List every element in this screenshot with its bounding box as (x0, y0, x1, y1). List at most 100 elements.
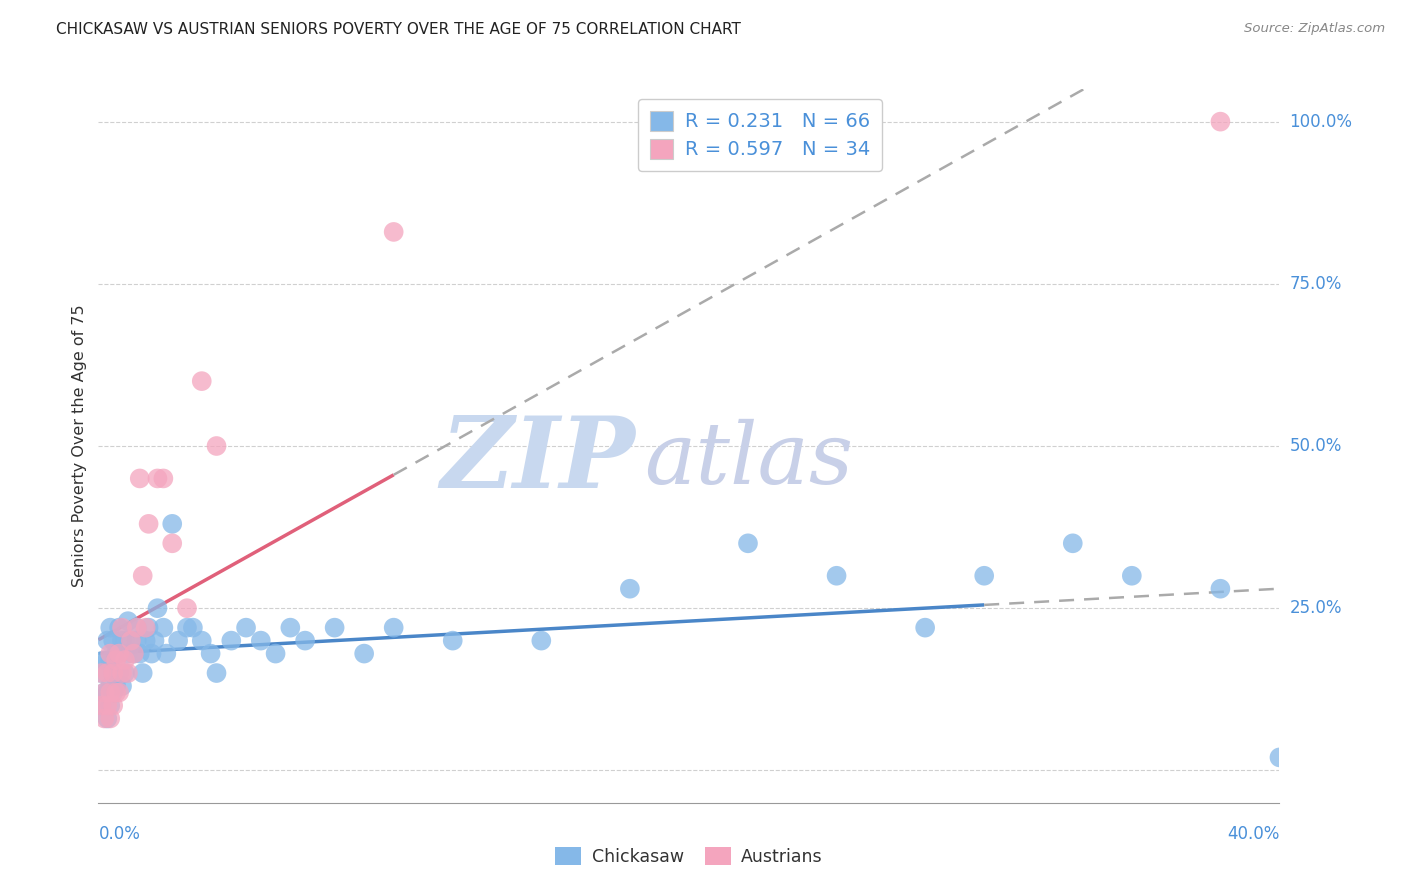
Point (135, 633, 157, 648)
Point (117, 614, 139, 628)
Point (108, 647, 131, 661)
Point (264, 647, 287, 661)
Point (98, 685, 121, 699)
Point (103, 698, 125, 713)
Point (96, 653, 118, 667)
Point (219, 633, 242, 648)
Point (128, 471, 150, 485)
Point (162, 536, 183, 550)
Point (122, 647, 145, 661)
Point (103, 633, 125, 648)
Point (90, 666, 112, 681)
Point (105, 647, 128, 661)
Point (155, 647, 177, 661)
Point (103, 666, 125, 681)
Point (205, 439, 228, 453)
Point (96, 666, 118, 681)
Point (98, 679, 121, 693)
Point (176, 621, 198, 635)
Point (132, 666, 155, 681)
Point (152, 471, 174, 485)
Point (191, 633, 214, 648)
Point (122, 647, 145, 661)
Point (96, 711, 118, 725)
Point (98, 698, 121, 713)
Point (1121, 568, 1143, 582)
Point (200, 647, 222, 661)
Point (93, 685, 115, 699)
Point (111, 679, 134, 693)
Point (353, 647, 375, 661)
Point (737, 536, 759, 550)
Point (108, 621, 131, 635)
Point (235, 621, 257, 635)
Point (111, 633, 134, 648)
Point (176, 601, 198, 615)
Legend: Chickasaw, Austrians: Chickasaw, Austrians (548, 840, 830, 872)
Text: 40.0%: 40.0% (1227, 825, 1279, 843)
Point (105, 653, 128, 667)
Point (90, 698, 112, 713)
Text: atlas: atlas (644, 419, 853, 501)
Point (108, 647, 131, 661)
Point (162, 516, 183, 531)
Point (278, 621, 302, 635)
Point (117, 647, 139, 661)
Point (973, 568, 995, 582)
Point (96, 698, 118, 713)
Point (98, 621, 121, 635)
Point (96, 685, 118, 699)
Point (294, 633, 316, 648)
Point (105, 679, 128, 693)
Text: 50.0%: 50.0% (1289, 437, 1341, 455)
Text: 100.0%: 100.0% (1289, 112, 1353, 130)
Point (1209, 582, 1232, 596)
Y-axis label: Seniors Poverty Over the Age of 75: Seniors Poverty Over the Age of 75 (72, 305, 87, 587)
Point (152, 621, 174, 635)
Point (146, 471, 169, 485)
Point (619, 582, 641, 596)
Point (93, 685, 115, 699)
Point (382, 621, 405, 635)
Point (108, 666, 131, 681)
Text: Source: ZipAtlas.com: Source: ZipAtlas.com (1244, 22, 1385, 36)
Point (111, 666, 134, 681)
Point (138, 621, 160, 635)
Point (128, 647, 150, 661)
Point (93, 653, 115, 667)
Point (103, 685, 125, 699)
Point (108, 685, 131, 699)
Point (93, 711, 115, 725)
Text: 0.0%: 0.0% (98, 825, 141, 843)
Point (441, 633, 464, 648)
Point (250, 633, 273, 648)
Point (1209, 114, 1232, 128)
Point (205, 666, 228, 681)
Point (98, 647, 121, 661)
Point (132, 568, 155, 582)
Point (125, 621, 148, 635)
Point (98, 653, 121, 667)
Point (105, 685, 128, 699)
Point (96, 633, 118, 648)
Point (103, 666, 125, 681)
Point (530, 633, 553, 648)
Point (1268, 750, 1291, 764)
Point (181, 621, 204, 635)
Point (120, 633, 142, 648)
Point (120, 633, 142, 648)
Point (114, 653, 136, 667)
Point (98, 711, 121, 725)
Point (90, 698, 112, 713)
Point (914, 621, 936, 635)
Point (382, 225, 405, 239)
Point (117, 666, 139, 681)
Point (90, 666, 112, 681)
Text: 25.0%: 25.0% (1289, 599, 1341, 617)
Point (125, 633, 148, 648)
Point (141, 647, 163, 661)
Point (146, 601, 169, 615)
Point (125, 621, 148, 635)
Point (1062, 536, 1084, 550)
Point (825, 568, 848, 582)
